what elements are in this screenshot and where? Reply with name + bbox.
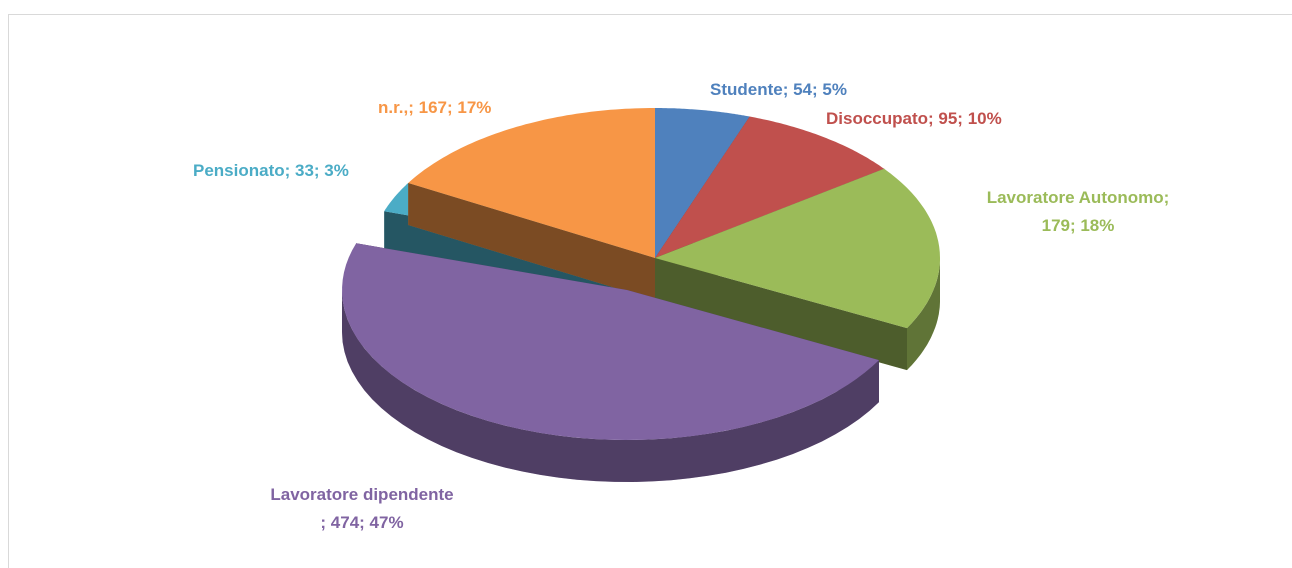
slice-top <box>655 108 750 258</box>
slice-side-shade <box>408 183 655 300</box>
data-label: Pensionato; 33; 3% <box>193 161 349 180</box>
pie-slice <box>655 168 940 371</box>
data-label: Lavoratore dipendente ; 474; 47% <box>270 485 454 532</box>
data-label: Lavoratore Autonomo; 179; 18% <box>986 188 1170 235</box>
pie-slice <box>408 108 655 300</box>
slice-side-shade <box>655 258 907 371</box>
chart-frame <box>8 14 1292 568</box>
slice-top <box>408 108 655 258</box>
data-label: Disoccupato; 95; 10% <box>826 109 1002 128</box>
slice-side-shade <box>342 290 879 482</box>
pie-slice <box>342 243 880 482</box>
slice-side <box>907 258 940 371</box>
slice-side-shade <box>907 258 940 371</box>
data-label: n.r.,; 167; 17% <box>378 98 492 117</box>
slice-top <box>342 243 880 440</box>
slice-side <box>342 290 879 482</box>
slice-top <box>655 116 885 258</box>
slice-top <box>655 168 940 329</box>
data-label: Studente; 54; 5% <box>710 80 847 99</box>
